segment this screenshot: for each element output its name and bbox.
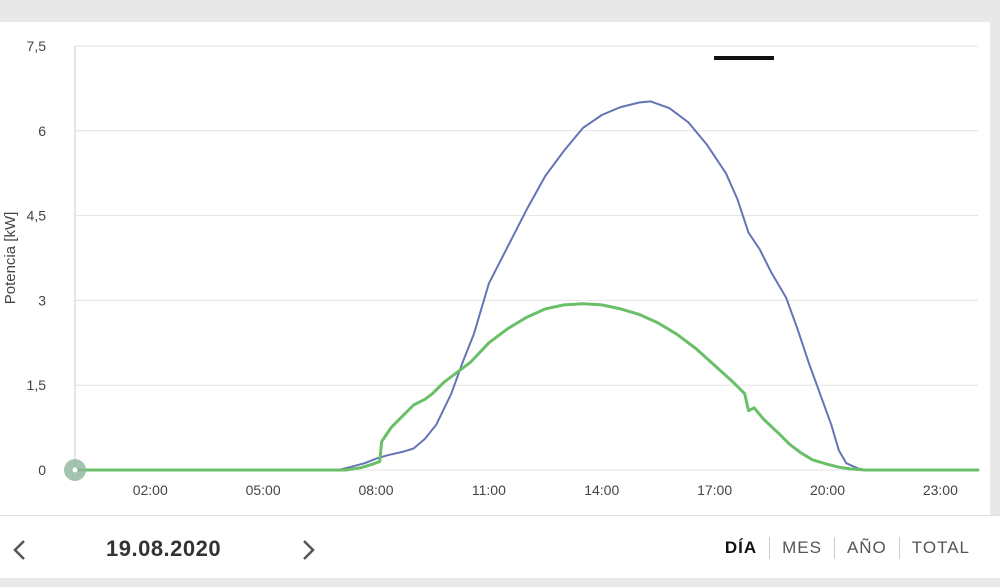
tab-day[interactable]: DÍA <box>724 538 758 557</box>
tab-month[interactable]: MES <box>782 538 822 557</box>
series-line-1 <box>74 100 979 471</box>
x-tick-label: 17:00 <box>697 482 732 498</box>
y-axis-label: Potencia [kW] <box>2 212 19 305</box>
bottom-strip <box>0 578 1000 587</box>
y-tick-label: 7,5 <box>27 38 47 54</box>
tab-total[interactable]: TOTAL <box>911 538 970 557</box>
x-tick-label: 14:00 <box>584 482 619 498</box>
tab-year[interactable]: AÑO <box>846 538 887 557</box>
y-tick-label: 6 <box>38 123 46 139</box>
active-tab-indicator <box>714 56 774 60</box>
x-tick-label: 23:00 <box>923 482 958 498</box>
tab-divider <box>898 537 900 559</box>
series-line-2 <box>73 302 980 472</box>
y-axis-ticks: 0 1,5 3 4,5 6 7,5 <box>27 38 47 478</box>
previous-day-button[interactable] <box>0 530 40 570</box>
chevron-left-icon <box>13 540 25 560</box>
date-footer: 19.08.2020 DÍA MES AÑO TOTAL <box>0 515 1000 588</box>
series-lines <box>73 100 980 472</box>
current-date: 19.08.2020 <box>106 536 222 561</box>
chevron-right-icon <box>303 540 315 560</box>
x-axis-ticks: 02:00 05:00 08:00 11:00 14:00 17:00 20:00 23:00 <box>133 482 958 498</box>
x-tick-label: 05:00 <box>246 482 281 498</box>
x-tick-label: 20:00 <box>810 482 845 498</box>
y-tick-label: 0 <box>38 462 46 478</box>
next-day-button[interactable] <box>288 530 328 570</box>
grid-lines <box>75 45 978 471</box>
origin-marker-dot <box>72 467 78 473</box>
x-tick-label: 02:00 <box>133 482 168 498</box>
y-tick-label: 1,5 <box>27 377 47 393</box>
tab-divider <box>833 537 835 559</box>
chart-panel: 0 1,5 3 4,5 6 7,5 02:00 05:00 08:00 11:00 14:00 17… <box>0 22 990 515</box>
origin-marker[interactable] <box>64 459 86 481</box>
y-tick-label: 4,5 <box>27 208 47 224</box>
y-tick-label: 3 <box>38 292 46 308</box>
period-tabs: DÍA MES AÑO TOTAL <box>713 534 982 562</box>
power-chart: 0 1,5 3 4,5 6 7,5 02:00 05:00 08:00 11:00 14:00 17… <box>2 38 980 498</box>
x-tick-label: 11:00 <box>472 482 506 498</box>
x-tick-label: 08:00 <box>358 482 393 498</box>
tab-divider <box>769 537 771 559</box>
